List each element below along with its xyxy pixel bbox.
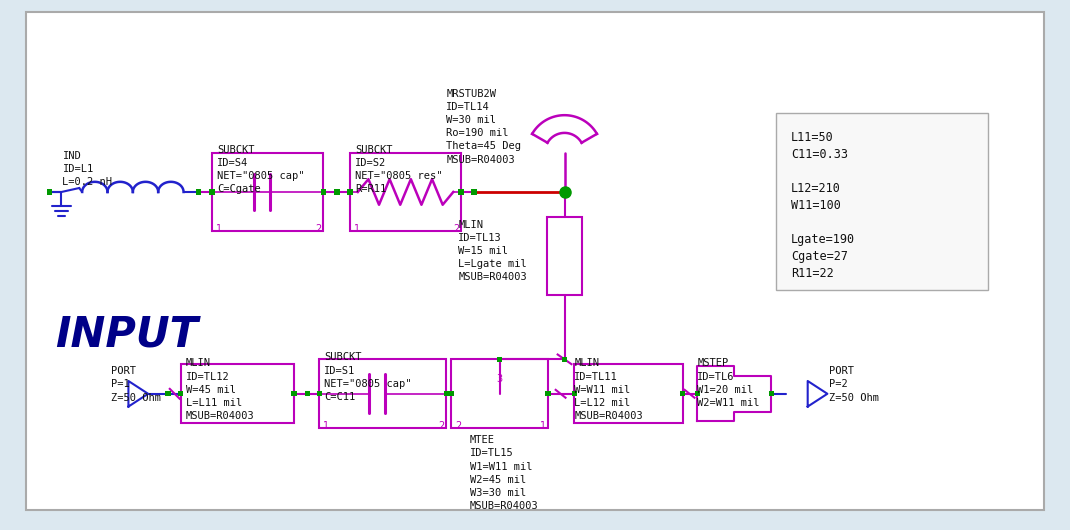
Bar [452,359,548,428]
Bar [317,391,322,396]
Text: SUBCKT
ID=S1
NET="0805 cap"
C=C11: SUBCKT ID=S1 NET="0805 cap" C=C11 [324,352,412,402]
Bar [350,153,461,232]
Bar [444,391,449,396]
Bar [768,391,774,396]
Text: 2: 2 [453,224,459,234]
Bar [575,364,683,423]
Text: MSTEP
ID=TL6
W1=20 mil
W2=W11 mil: MSTEP ID=TL6 W1=20 mil W2=W11 mil [698,358,760,408]
Text: MLIN
ID=TL12
W=45 mil
L=L11 mil
MSUB=R04003: MLIN ID=TL12 W=45 mil L=L11 mil MSUB=R04… [185,358,255,421]
Bar [210,189,215,195]
Text: MLIN
ID=TL11
W=W11 mil
L=L12 mil
MSUB=R04003: MLIN ID=TL11 W=W11 mil L=L12 mil MSUB=R0… [575,358,643,421]
Bar [178,391,183,396]
Bar [181,364,294,423]
Text: MRSTUB2W
ID=TL14
W=30 mil
Ro=190 mil
Theta=45 Deg
MSUB=R04003: MRSTUB2W ID=TL14 W=30 mil Ro=190 mil The… [446,89,521,165]
Text: 1: 1 [539,421,546,431]
Bar [458,189,464,195]
Text: 3: 3 [496,374,503,384]
Bar [47,189,52,195]
Bar [165,391,170,396]
Text: SUBCKT
ID=S4
NET="0805 cap"
C=Cgate: SUBCKT ID=S4 NET="0805 cap" C=Cgate [217,145,305,195]
Bar [291,391,296,396]
Bar [562,357,567,362]
Bar [448,391,454,396]
Text: MLIN
ID=TL13
W=15 mil
L=Lgate mil
MSUB=R04003: MLIN ID=TL13 W=15 mil L=Lgate mil MSUB=R… [458,219,526,282]
Bar [496,357,502,362]
Text: 2: 2 [439,421,444,431]
Bar [545,391,550,396]
Text: 1: 1 [216,224,223,234]
Text: MTEE
ID=TL15
W1=W11 mil
W2=45 mil
W3=30 mil
MSUB=R04003: MTEE ID=TL15 W1=W11 mil W2=45 mil W3=30 … [470,435,539,511]
Bar [320,359,446,428]
Text: SUBCKT
ID=S2
NET="0805 res"
R=R11: SUBCKT ID=S2 NET="0805 res" R=R11 [355,145,442,195]
Text: 1: 1 [354,224,360,234]
Text: PORT
P=2
Z=50 Ohm: PORT P=2 Z=50 Ohm [829,366,880,403]
Bar [321,189,326,195]
Bar [348,189,353,195]
Bar [212,153,323,232]
Bar [571,391,577,396]
Bar [305,391,310,396]
Text: INPUT: INPUT [56,314,199,356]
Bar [196,189,201,195]
Bar [776,113,988,290]
Text: L11=50
C11=0.33

L12=210
W11=100

Lgate=190
Cgate=27
R11=22: L11=50 C11=0.33 L12=210 W11=100 Lgate=19… [791,131,855,280]
Text: 2: 2 [455,421,461,431]
Bar [547,217,582,295]
Bar [694,391,700,396]
Text: 1: 1 [323,421,330,431]
Bar [679,391,686,396]
Text: PORT
P=1
Z=50 Ohm: PORT P=1 Z=50 Ohm [110,366,160,403]
Bar [335,189,340,195]
Text: 2: 2 [316,224,321,234]
Bar [471,189,476,195]
Text: IND
ID=L1
L=0.2 nH: IND ID=L1 L=0.2 nH [62,151,112,187]
